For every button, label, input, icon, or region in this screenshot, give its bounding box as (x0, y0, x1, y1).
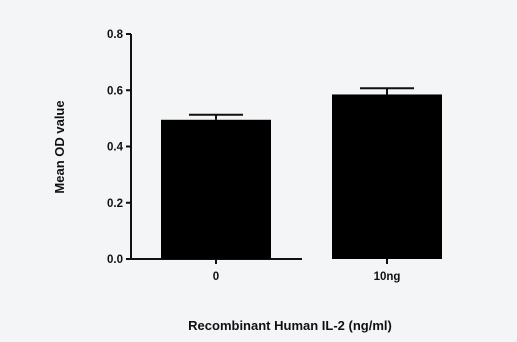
y-tick-label: 0.4 (107, 142, 124, 154)
error-bars (189, 87, 414, 120)
y-tick-label: 0.6 (107, 85, 123, 97)
bars (161, 94, 442, 259)
y-axis: 0.0 0.2 0.4 0.6 0.8 (107, 29, 132, 266)
x-tick-label: 0 (213, 271, 219, 283)
bar (161, 119, 271, 259)
x-axis-label: Recombinant Human IL-2 (ng/ml) (188, 318, 392, 333)
x-axis: 0 10ng (131, 258, 401, 283)
y-tick-label: 0.8 (107, 29, 124, 41)
y-tick-label: 0.0 (107, 254, 123, 266)
bar (332, 94, 442, 259)
y-tick-label: 0.2 (107, 198, 123, 210)
x-tick-label: 10ng (374, 271, 401, 283)
y-axis-label: Mean OD value (52, 100, 67, 193)
